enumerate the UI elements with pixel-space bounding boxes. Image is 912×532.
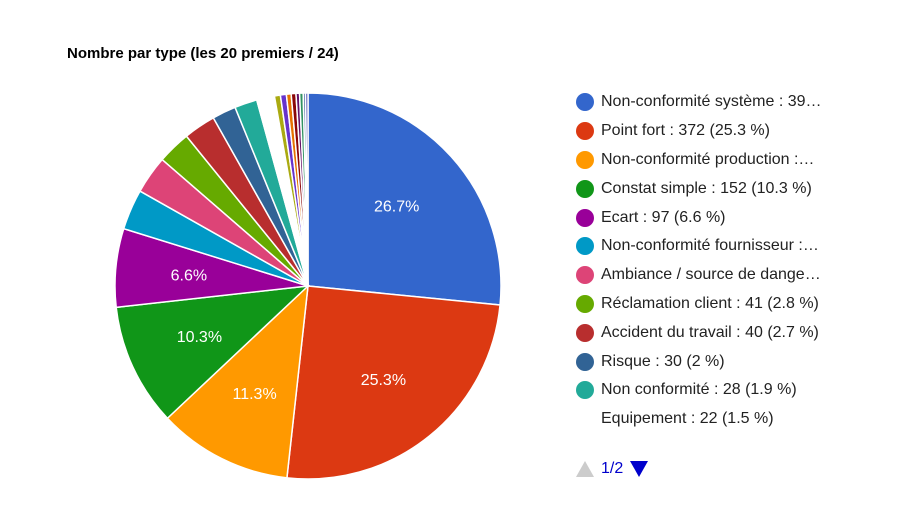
legend-swatch-icon	[576, 323, 594, 342]
pie-slice-3[interactable]	[166, 284, 309, 479]
legend-label: Non-conformité fournisseur :…	[601, 237, 819, 255]
legend-item[interactable]: Point fort : 372 (25.3 %)	[576, 117, 876, 146]
legend-label: Ambiance / source de dange…	[601, 266, 821, 284]
legend-item[interactable]: Non-conformité production :…	[576, 146, 876, 175]
legend-item[interactable]: Ecart : 97 (6.6 %)	[576, 203, 876, 232]
legend-label: Non conformité : 28 (1.9 %)	[601, 381, 797, 399]
legend-item[interactable]: Ambiance / source de dange…	[576, 261, 876, 290]
pie-slice-4[interactable]	[115, 285, 311, 420]
legend-swatch-icon	[576, 179, 594, 198]
legend-item[interactable]: Non conformité : 28 (1.9 %)	[576, 376, 876, 405]
previous-page-button[interactable]	[576, 461, 594, 477]
legend-swatch-icon	[576, 266, 594, 285]
legend-swatch-icon	[576, 237, 594, 256]
legend-item[interactable]: Constat simple : 152 (10.3 %)	[576, 174, 876, 203]
legend-swatch-icon	[576, 93, 594, 112]
legend-swatch-icon	[576, 122, 594, 141]
chart-title: Nombre par type (les 20 premiers / 24)	[67, 45, 339, 62]
legend-item[interactable]: Non-conformité fournisseur :…	[576, 232, 876, 261]
pie-slice-label: 25.3%	[361, 372, 406, 389]
pie-slice-label: 10.3%	[177, 329, 222, 346]
legend-swatch-icon	[576, 352, 594, 371]
legend-swatch-icon	[576, 410, 594, 429]
pie-slice-2[interactable]	[286, 285, 501, 480]
legend-label: Point fort : 372 (25.3 %)	[601, 122, 770, 140]
next-page-button[interactable]	[630, 461, 649, 477]
pie-slice-label: 26.7%	[374, 199, 419, 216]
legend-item[interactable]: Accident du travail : 40 (2.7 %)	[576, 318, 876, 347]
legend-label: Accident du travail : 40 (2.7 %)	[601, 323, 819, 341]
legend-item[interactable]: Non-conformité système : 39…	[576, 88, 876, 117]
legend-swatch-icon	[576, 294, 594, 313]
legend-swatch-icon	[576, 381, 594, 400]
legend: Non-conformité système : 39… Point fort :…	[576, 88, 876, 434]
legend-label: Non-conformité production :…	[601, 150, 815, 168]
legend-label: Constat simple : 152 (10.3 %)	[601, 179, 812, 197]
legend-label: Risque : 30 (2 %)	[601, 352, 725, 370]
pie-slice-label: 11.3%	[233, 386, 277, 403]
legend-label: Réclamation client : 41 (2.8 %)	[601, 294, 819, 312]
legend-label: Non-conformité système : 39…	[601, 93, 822, 111]
legend-label: Ecart : 97 (6.6 %)	[601, 208, 726, 226]
legend-swatch-icon	[576, 150, 594, 169]
page-indicator: 1/2	[601, 460, 624, 477]
pie-slice-label: 6.6%	[171, 268, 207, 285]
legend-item[interactable]: Risque : 30 (2 %)	[576, 347, 876, 376]
legend-label: Equipement : 22 (1.5 %)	[601, 410, 774, 428]
legend-item[interactable]: Réclamation client : 41 (2.8 %)	[576, 290, 876, 319]
legend-swatch-icon	[576, 208, 594, 227]
pie-slice-1[interactable]	[307, 92, 502, 306]
legend-pager: 1/2	[576, 458, 649, 480]
pie-slice-20[interactable]	[304, 92, 309, 287]
legend-item[interactable]: Equipement : 22 (1.5 %)	[576, 405, 876, 434]
